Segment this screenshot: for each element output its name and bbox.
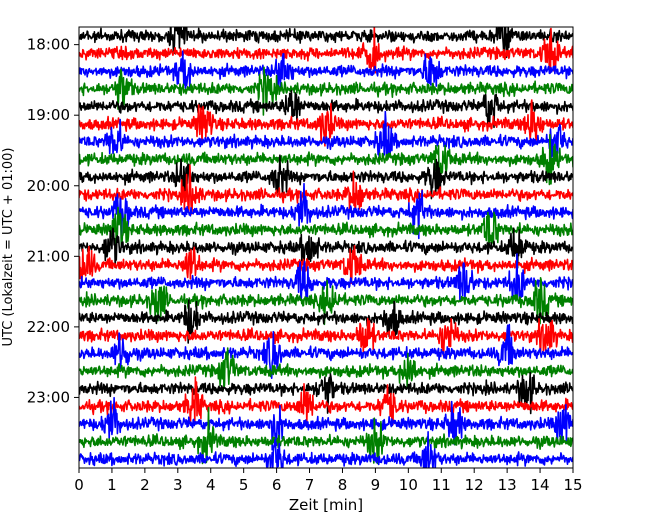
- plot-frame: [78, 26, 574, 469]
- x-tick-label: 15: [563, 476, 582, 494]
- trace-1945: [79, 154, 573, 200]
- x-axis-title: Zeit [min]: [289, 496, 363, 514]
- x-tick-label: 2: [140, 476, 150, 494]
- x-tick-label: 10: [399, 476, 418, 494]
- trace-2045: [79, 227, 573, 270]
- trace-1915: [79, 110, 573, 162]
- y-axis-title: UTC (Lokalzeit = UTC + 01:00): [1, 148, 16, 347]
- trace-1815: [79, 50, 573, 91]
- x-tick-label: 3: [173, 476, 183, 494]
- trace-2130: [79, 277, 573, 326]
- trace-2145: [79, 299, 573, 344]
- y-tick-label: 20:00: [27, 177, 70, 195]
- y-tick-label: 21:00: [27, 247, 70, 265]
- y-tick-label: 19:00: [27, 106, 70, 124]
- y-tick-label: 18:00: [27, 36, 70, 54]
- trace-2215: [79, 323, 573, 379]
- x-tick-label: 13: [498, 476, 517, 494]
- trace-2230: [79, 347, 573, 390]
- trace-2300: [79, 376, 573, 426]
- trace-2100: [79, 245, 573, 285]
- x-tick-label: 12: [465, 476, 484, 494]
- x-tick-label: 11: [432, 476, 451, 494]
- x-tick-label: 1: [107, 476, 117, 494]
- traces-layer: [79, 27, 573, 468]
- trace-1845: [79, 89, 573, 129]
- x-tick-label: 9: [371, 476, 381, 494]
- x-tick-label: 0: [74, 476, 84, 494]
- x-tick-label: 6: [272, 476, 282, 494]
- trace-2000: [79, 164, 573, 215]
- x-tick-label: 7: [305, 476, 315, 494]
- trace-2200: [79, 317, 573, 357]
- x-tick-label: 5: [239, 476, 249, 494]
- trace-2115: [79, 253, 573, 303]
- trace-2030: [79, 206, 573, 248]
- trace-1745: [79, 27, 573, 59]
- trace-2345: [79, 431, 573, 468]
- y-tick-label: 22:00: [27, 318, 70, 336]
- y-axis: 18:00 19:00 20:00 21:00 22:00 23:00: [27, 36, 79, 406]
- trace-2015: [79, 182, 573, 246]
- trace-2315: [79, 396, 573, 451]
- trace-2330: [79, 407, 573, 465]
- trace-1930: [79, 133, 573, 186]
- trace-1830: [79, 66, 573, 116]
- x-tick-label: 14: [531, 476, 550, 494]
- x-axis: 0 1 2 3 4 5 6 7 8 9 10 11 12 13 14 15: [74, 468, 583, 494]
- trace-2245: [79, 371, 573, 415]
- y-tick-label: 23:00: [27, 388, 70, 406]
- x-tick-label: 4: [206, 476, 216, 494]
- trace-1800: [79, 27, 573, 74]
- x-tick-label: 8: [338, 476, 348, 494]
